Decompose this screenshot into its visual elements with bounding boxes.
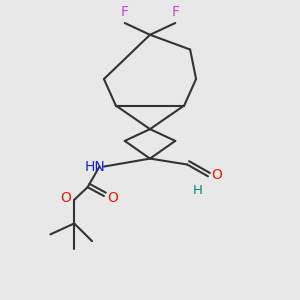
Text: F: F — [171, 4, 179, 19]
Text: HN: HN — [85, 160, 105, 174]
Text: O: O — [60, 191, 71, 206]
Text: O: O — [107, 190, 118, 205]
Text: O: O — [211, 168, 222, 182]
Text: F: F — [121, 4, 129, 19]
Text: H: H — [193, 184, 202, 197]
